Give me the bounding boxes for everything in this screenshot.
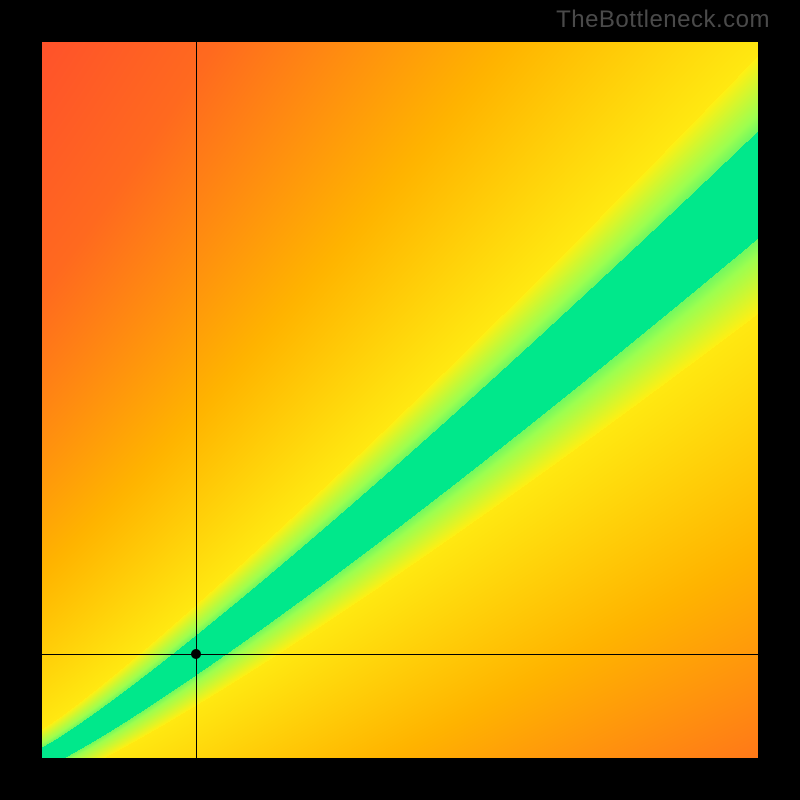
heatmap-canvas [42, 42, 758, 758]
figure-frame: TheBottleneck.com [0, 0, 800, 800]
watermark-label: TheBottleneck.com [556, 6, 770, 34]
heatmap-plot [42, 42, 758, 758]
